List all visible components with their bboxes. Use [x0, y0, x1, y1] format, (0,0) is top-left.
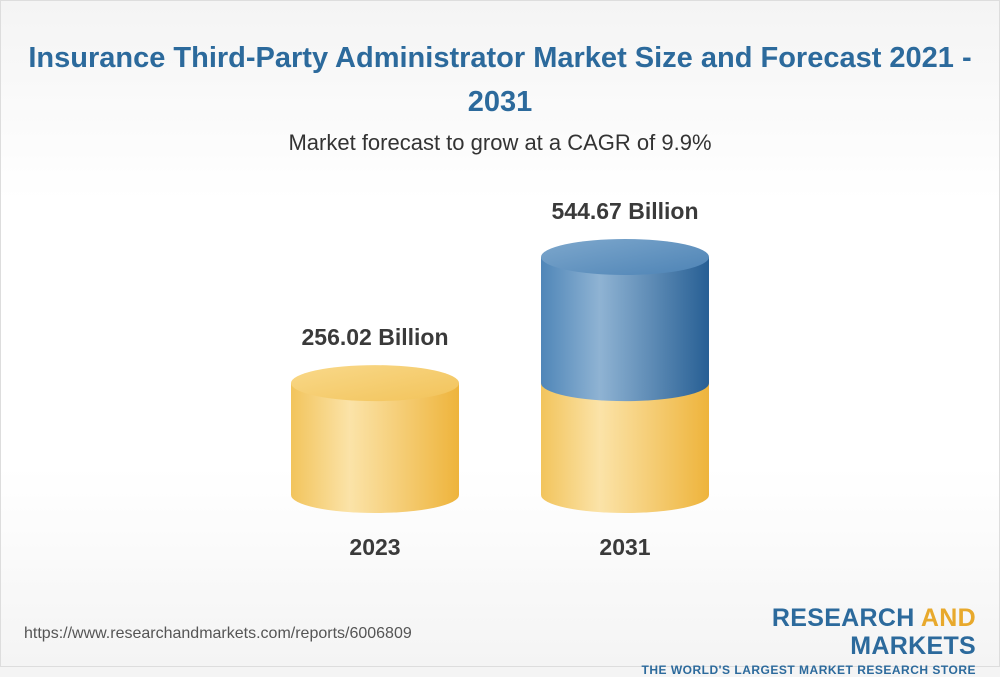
data-label-1: 256.02 Billion [301, 324, 448, 350]
cylinder-bar-1 [291, 383, 459, 513]
brand-logo: RESEARCH AND MARKETS THE WORLD'S LARGEST… [640, 604, 976, 677]
chart-subtitle: Market forecast to grow at a CAGR of 9.9… [288, 130, 712, 155]
data-label-2: 544.67 Billion [551, 198, 698, 224]
chart-title: Insurance Third-Party Administrator Mark… [28, 42, 972, 118]
x-tick-label-2: 2031 [599, 534, 650, 560]
source-url: https://www.researchandmarkets.com/repor… [24, 625, 412, 642]
cylinder-top-2 [541, 239, 709, 275]
brand-tagline: THE WORLD'S LARGEST MARKET RESEARCH STOR… [641, 663, 976, 677]
cylinder-growth-segment-2 [541, 257, 709, 402]
cylinder-top-1 [291, 365, 459, 402]
x-tick-label-1: 2023 [349, 534, 400, 560]
brand-name: RESEARCH AND MARKETS [771, 604, 976, 660]
cylinder-base-segment-2 [541, 383, 709, 513]
